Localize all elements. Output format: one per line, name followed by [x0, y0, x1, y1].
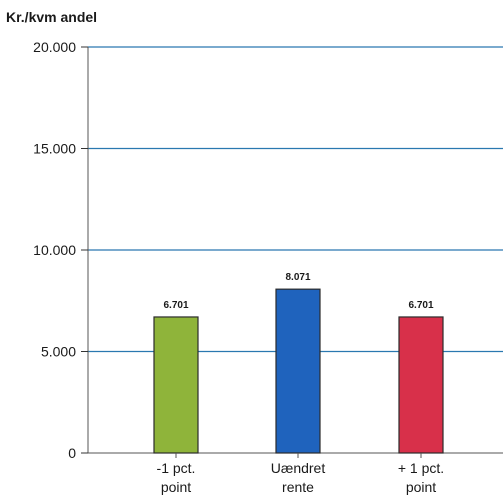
bars: [153, 288, 444, 454]
y-tick-label: 10.000: [33, 242, 76, 258]
bar: [398, 316, 444, 454]
x-tick-label: point: [161, 479, 191, 495]
y-tick-label: 5.000: [41, 344, 76, 360]
x-tick-label: Uændret: [271, 460, 326, 476]
data-labels: 6.701 8.071 6.701: [163, 272, 433, 311]
x-tick-label: rente: [282, 479, 314, 495]
y-axis-title: Kr./kvm andel: [6, 9, 97, 25]
y-tick-label: 20.000: [33, 39, 76, 55]
y-tick-label: 15.000: [33, 141, 76, 157]
x-axis-labels: -1 pct. point Uændret rente + 1 pct. point: [157, 453, 444, 495]
x-tick-label: point: [406, 479, 436, 495]
x-tick-label: -1 pct.: [157, 460, 196, 476]
bar: [275, 288, 321, 454]
data-label: 8.071: [285, 272, 310, 283]
data-label: 6.701: [163, 300, 188, 311]
y-tick-label: 0: [68, 445, 76, 461]
data-label: 6.701: [408, 300, 433, 311]
y-axis-ticks: 0 5.000 10.000 15.000 20.000: [33, 39, 88, 461]
x-tick-label: + 1 pct.: [398, 460, 444, 476]
bar: [153, 316, 199, 454]
